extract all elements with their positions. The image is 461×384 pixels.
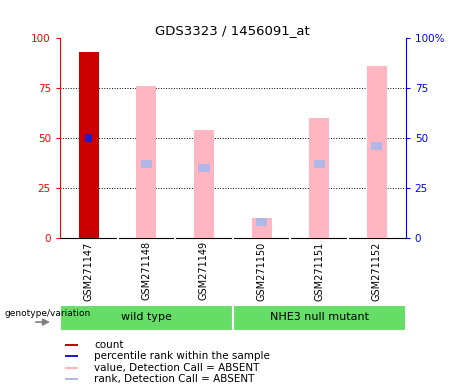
Bar [252,218,272,238]
Bar [194,130,214,238]
Text: GSM271148: GSM271148 [142,242,151,300]
Text: rank, Detection Call = ABSENT: rank, Detection Call = ABSENT [95,374,255,384]
Bar [256,218,267,226]
Text: GSM271147: GSM271147 [84,242,94,301]
Bar [65,367,78,369]
Text: genotype/variation: genotype/variation [5,309,91,318]
Bar [198,164,210,172]
Text: wild type: wild type [121,312,172,322]
Text: NHE3 null mutant: NHE3 null mutant [270,312,369,322]
Bar [65,378,78,380]
Title: GDS3323 / 1456091_at: GDS3323 / 1456091_at [155,24,310,37]
Bar [85,134,92,142]
Bar [371,142,383,150]
Bar [309,118,329,238]
Bar [65,344,78,346]
Bar [233,305,406,331]
Text: GSM271149: GSM271149 [199,242,209,300]
Bar [367,66,387,238]
Bar [313,160,325,168]
Text: percentile rank within the sample: percentile rank within the sample [95,351,270,361]
Bar [65,355,78,357]
Text: count: count [95,339,124,350]
Text: value, Detection Call = ABSENT: value, Detection Call = ABSENT [95,362,260,373]
Text: GSM271151: GSM271151 [314,242,324,301]
Bar [141,160,152,168]
Text: GSM271152: GSM271152 [372,242,382,301]
Bar [136,86,156,238]
Text: GSM271150: GSM271150 [257,242,266,301]
Bar [79,52,99,238]
Bar [60,305,233,331]
